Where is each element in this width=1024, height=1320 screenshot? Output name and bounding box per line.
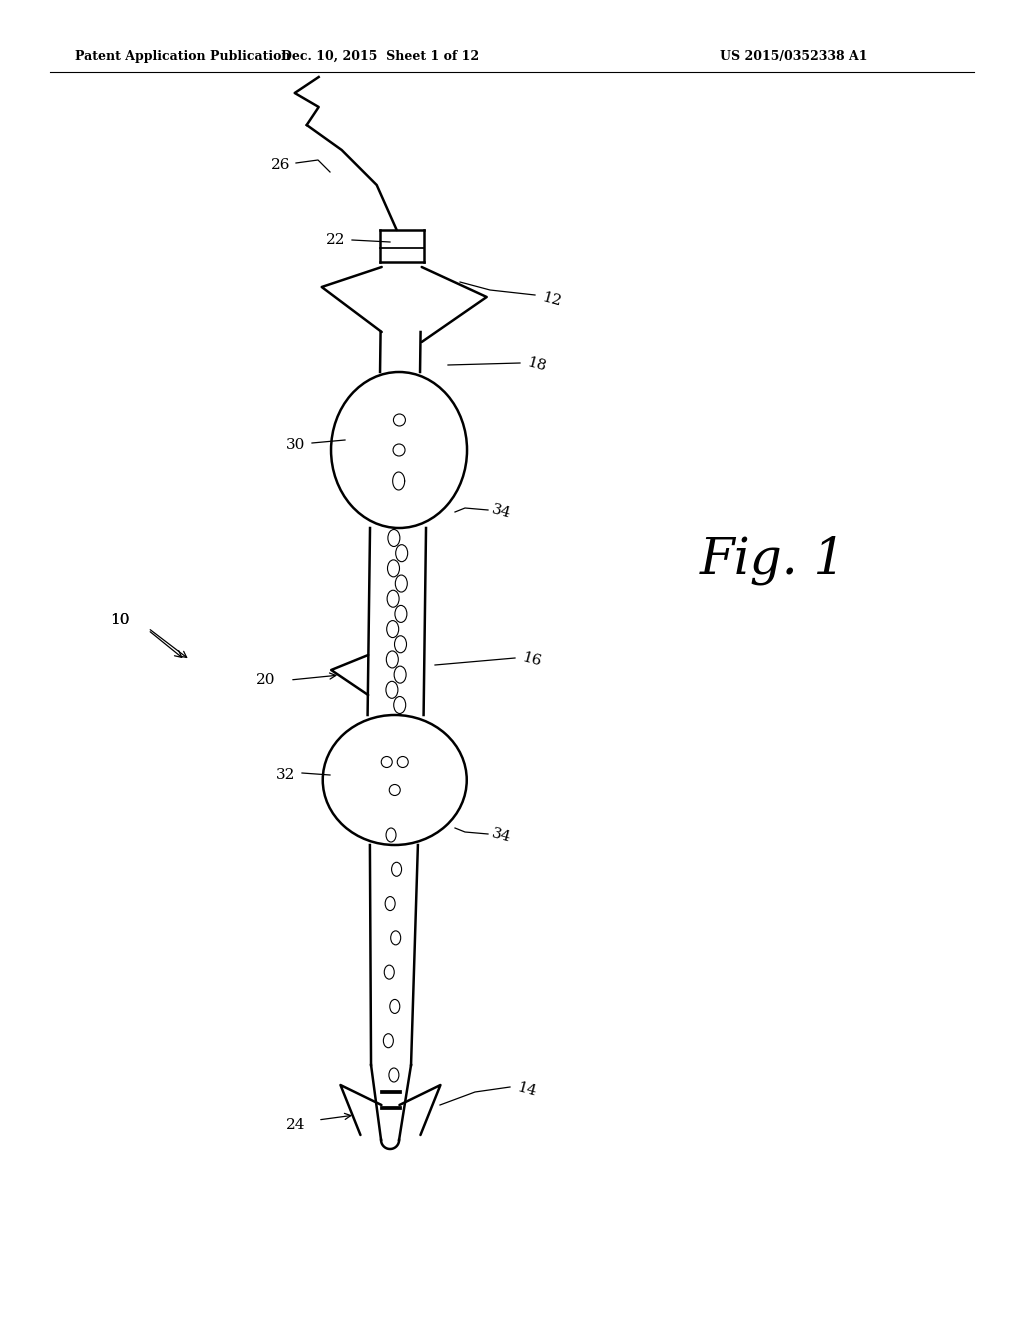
Text: 22: 22 bbox=[326, 234, 345, 247]
Text: 12: 12 bbox=[540, 290, 562, 309]
Text: 30: 30 bbox=[286, 438, 305, 451]
Text: 16: 16 bbox=[520, 651, 543, 669]
Text: Dec. 10, 2015  Sheet 1 of 12: Dec. 10, 2015 Sheet 1 of 12 bbox=[281, 50, 479, 63]
Text: 10: 10 bbox=[111, 612, 130, 627]
Text: Patent Application Publication: Patent Application Publication bbox=[75, 50, 291, 63]
Text: Fig. 1: Fig. 1 bbox=[700, 535, 847, 585]
Text: 34: 34 bbox=[490, 503, 512, 521]
Text: 20: 20 bbox=[256, 673, 275, 686]
Text: US 2015/0352338 A1: US 2015/0352338 A1 bbox=[720, 50, 867, 63]
Text: 32: 32 bbox=[275, 768, 295, 781]
Text: 18: 18 bbox=[525, 355, 548, 375]
Text: 10: 10 bbox=[111, 612, 130, 627]
Text: 26: 26 bbox=[270, 158, 290, 172]
Text: 24: 24 bbox=[286, 1118, 305, 1133]
Text: 34: 34 bbox=[490, 826, 512, 845]
Text: 14: 14 bbox=[515, 1081, 538, 1100]
